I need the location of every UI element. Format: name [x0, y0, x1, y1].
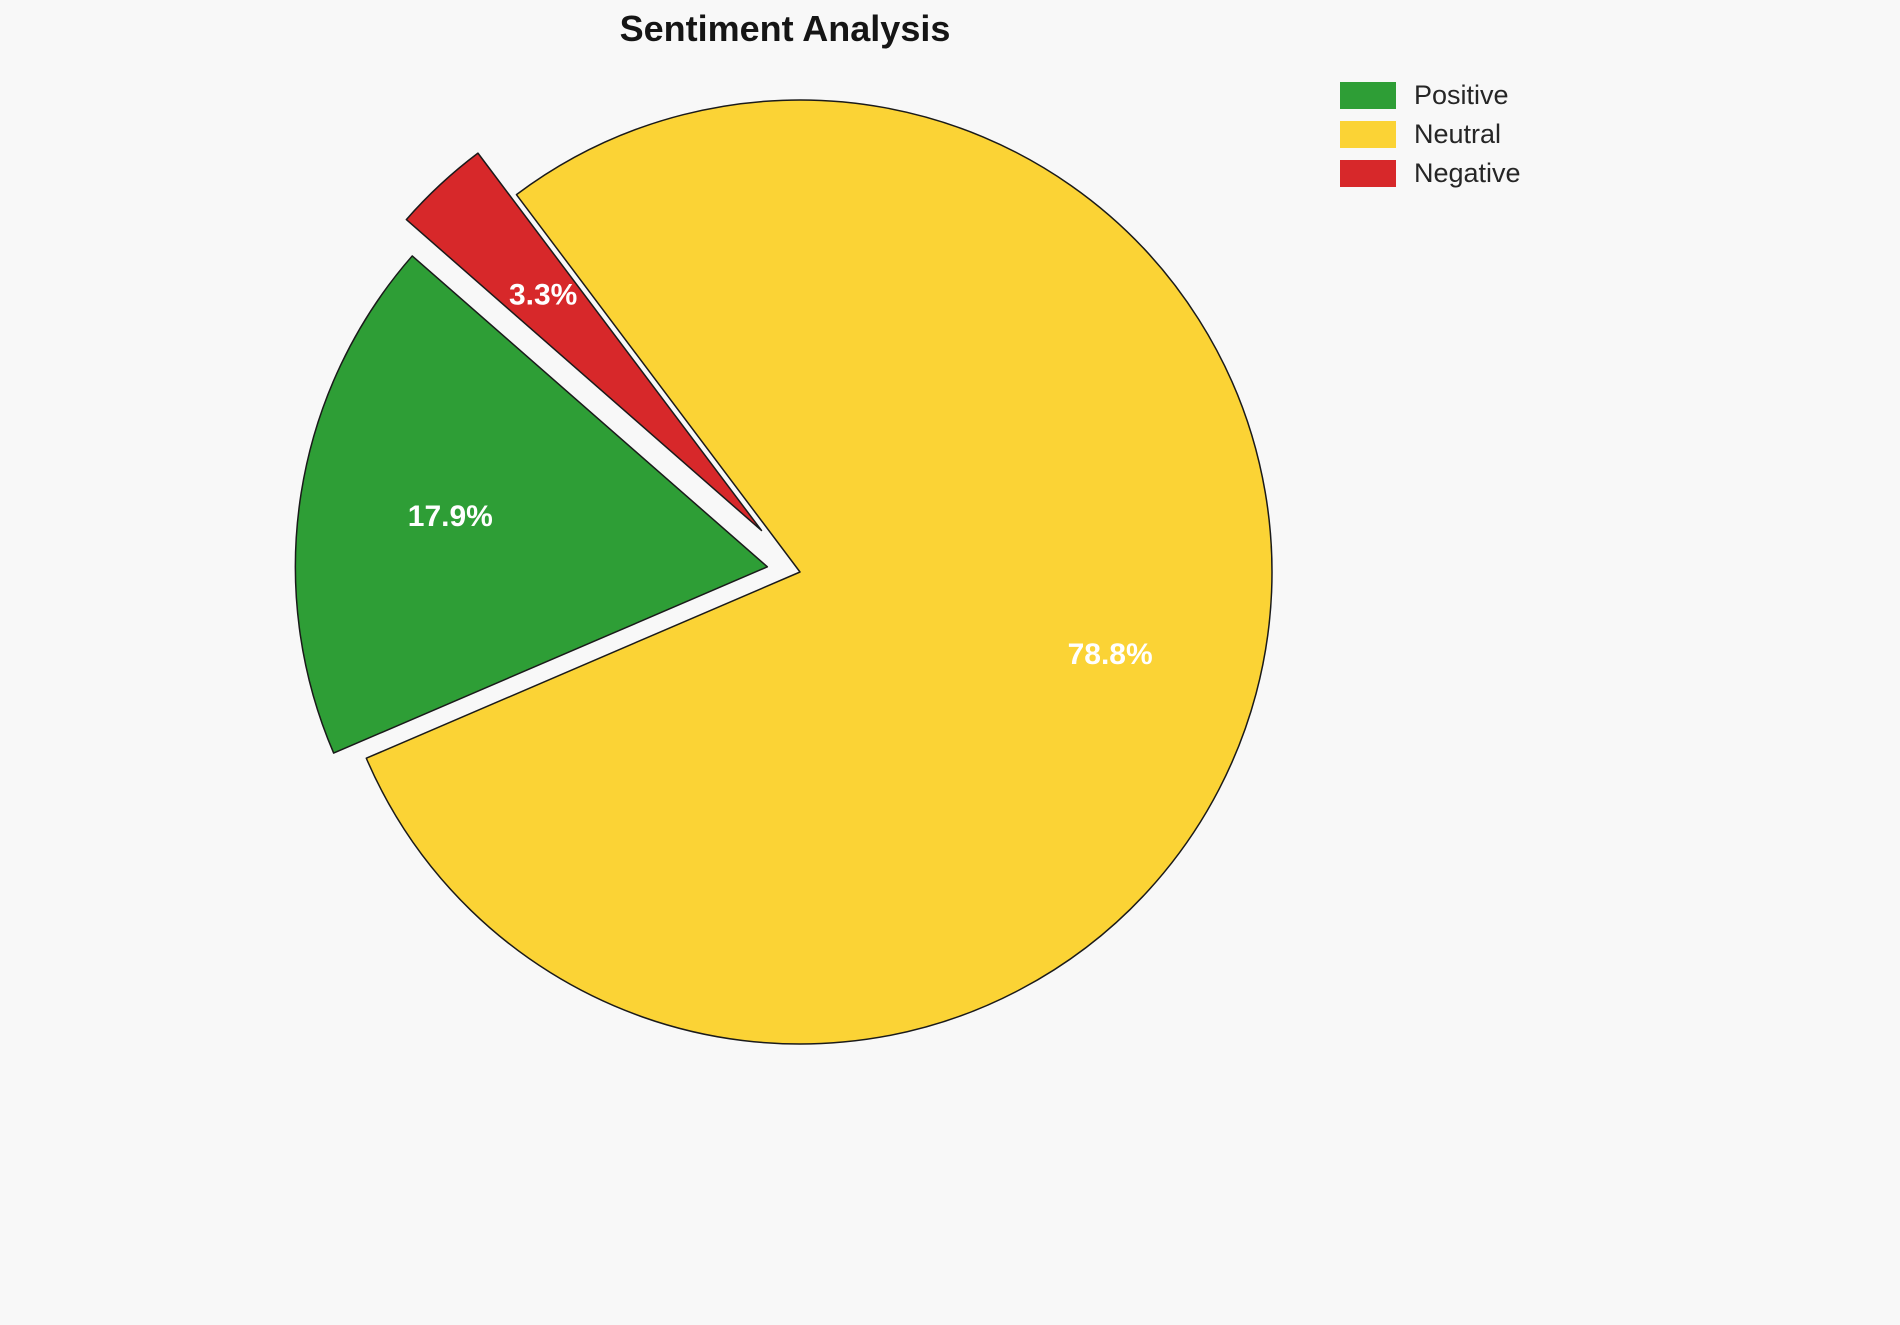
pie-percent-label-negative: 3.3%: [509, 279, 577, 312]
pie-slice-positive: [294, 255, 769, 754]
pie-percent-label-neutral: 78.8%: [1068, 638, 1153, 671]
legend-item-neutral: Neutral: [1340, 121, 1521, 148]
chart-title: Sentiment Analysis: [619, 8, 951, 49]
legend-label-positive: Positive: [1414, 80, 1509, 110]
legend-label-negative: Negative: [1414, 158, 1521, 188]
legend-swatch-positive: [1340, 82, 1396, 109]
legend-swatch-negative: [1340, 160, 1396, 187]
pie-slice-neutral: [365, 99, 1273, 1045]
legend-swatch-neutral: [1340, 121, 1396, 148]
legend-item-negative: Negative: [1340, 160, 1521, 187]
legend: Positive Neutral Negative: [1340, 82, 1521, 187]
legend-label-neutral: Neutral: [1414, 119, 1502, 149]
legend-item-positive: Positive: [1340, 82, 1521, 109]
pie-slice-negative: [405, 152, 763, 532]
pie-percent-label-positive: 17.9%: [408, 500, 493, 533]
